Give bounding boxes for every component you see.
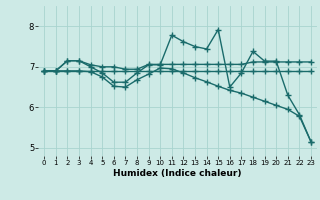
X-axis label: Humidex (Indice chaleur): Humidex (Indice chaleur)	[113, 169, 242, 178]
